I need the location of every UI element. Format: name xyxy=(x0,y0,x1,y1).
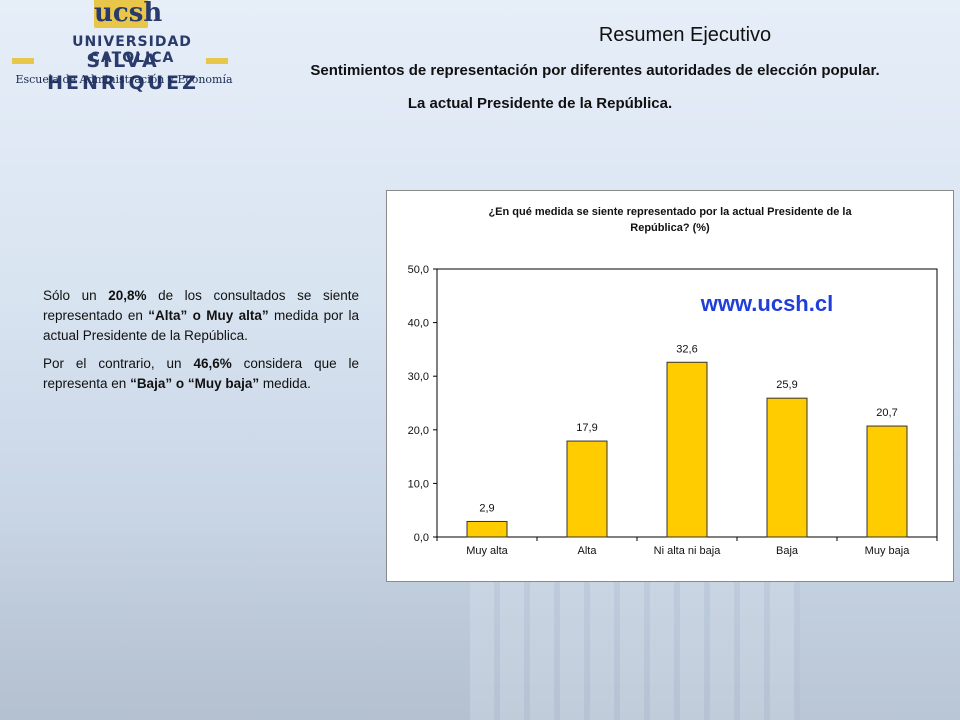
y-tick-label: 0,0 xyxy=(414,532,429,544)
bar xyxy=(866,425,908,538)
x-tick-label: Ni alta ni baja xyxy=(654,545,722,557)
y-tick-label: 20,0 xyxy=(408,425,429,437)
bar-value-label: 25,9 xyxy=(776,379,797,391)
university-logo: ucsh UNIVERSIDAD CATOLICA SILVA HENRIQUE… xyxy=(6,0,238,94)
y-tick-label: 50,0 xyxy=(408,264,429,276)
summary-text-segment: de los consultados se siente representad… xyxy=(43,288,359,323)
bar-value-label: 32,6 xyxy=(676,343,697,355)
bar-value-label: 2,9 xyxy=(479,502,494,514)
logo-bar-left xyxy=(12,58,34,64)
summary-highlight-levels: “Baja” o “Muy baja” xyxy=(130,376,260,391)
summary-text-segment: Sólo un xyxy=(43,288,109,303)
logo-bar-right xyxy=(206,58,228,64)
page-subtitle-2: La actual Presidente de la República. xyxy=(407,95,673,112)
y-tick-label: 10,0 xyxy=(408,478,429,490)
bar xyxy=(566,440,608,538)
summary-text: Sólo un 20,8% de los consultados se sien… xyxy=(43,286,359,402)
chart-bars: 2,9 17,9 32,6 25,9 20,7 xyxy=(466,343,908,538)
chart-panel: ¿En qué medida se siente representado po… xyxy=(386,190,954,582)
y-tick-label: 30,0 xyxy=(408,371,429,383)
logo-name: SILVA HENRIQUEZ xyxy=(47,50,199,94)
x-tick-label: Muy alta xyxy=(466,545,508,557)
logo-university: UNIVERSIDAD CATOLICA xyxy=(72,34,192,66)
summary-text-segment: medida. xyxy=(259,376,311,391)
summary-paragraph-2: Por el contrario, un 46,6% considera que… xyxy=(43,354,359,394)
bar-value-label: 20,7 xyxy=(876,407,897,419)
summary-paragraph-1: Sólo un 20,8% de los consultados se sien… xyxy=(43,286,359,346)
bar xyxy=(466,520,508,538)
chart-watermark: www.ucsh.cl xyxy=(700,291,833,316)
summary-highlight-value: 46,6% xyxy=(193,356,232,371)
page-title: Resumen Ejecutivo xyxy=(598,24,772,46)
y-tick-label: 40,0 xyxy=(408,318,429,330)
summary-text-segment: considera que le representa en xyxy=(43,356,359,391)
bar-value-label: 17,9 xyxy=(576,422,597,434)
logo-brand: ucsh xyxy=(94,0,163,28)
summary-text-segment: medida por la actual Presidente de la Re… xyxy=(43,308,360,343)
chart-title-line-2: República? (%) xyxy=(630,222,710,234)
chart-title-line-1: ¿En qué medida se siente representado po… xyxy=(488,206,852,218)
bar xyxy=(766,397,808,538)
x-tick-label: Alta xyxy=(578,545,598,557)
x-tick-label: Baja xyxy=(776,545,799,557)
chart-axes: 0,0 10,0 20,0 30,0 40,0 50,0 Muy alta Alta Ni al… xyxy=(408,264,938,557)
bar xyxy=(666,361,708,538)
logo-school: Escuela de Administración y Economía xyxy=(15,73,233,86)
page-subtitle: Sentimientos de representación por difer… xyxy=(310,62,880,79)
x-tick-label: Muy baja xyxy=(865,545,911,557)
summary-highlight-value: 20,8% xyxy=(108,288,147,303)
bar-chart: ¿En qué medida se siente representado po… xyxy=(408,206,938,557)
summary-text-segment: Por el contrario, un xyxy=(43,356,194,371)
summary-highlight-levels: “Alta” o Muy alta” xyxy=(148,308,269,323)
